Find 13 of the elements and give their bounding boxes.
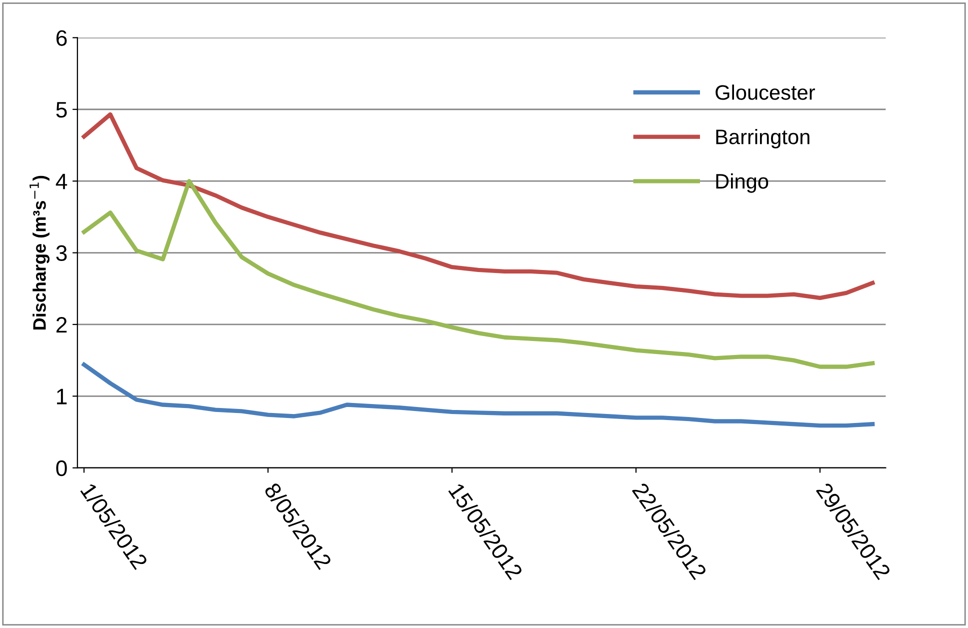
legend-label: Dingo <box>716 173 768 193</box>
y-tick-label: 1 <box>57 388 67 404</box>
y-tick-label: 0 <box>56 460 67 476</box>
y-tick-label: 5 <box>56 102 67 118</box>
legend-label: Gloucester <box>716 84 815 100</box>
legend-label: Barrington <box>716 128 810 148</box>
y-tick-label: 3 <box>56 245 67 262</box>
line-series <box>82 362 875 428</box>
y-tick-label: 6 <box>56 30 67 46</box>
y-axis-title: Discharge (m³s$^{−1}$) <box>30 176 50 330</box>
y-tick-label: 2 <box>56 317 67 333</box>
line-series <box>82 112 875 300</box>
y-tick-label: 4 <box>56 174 68 190</box>
